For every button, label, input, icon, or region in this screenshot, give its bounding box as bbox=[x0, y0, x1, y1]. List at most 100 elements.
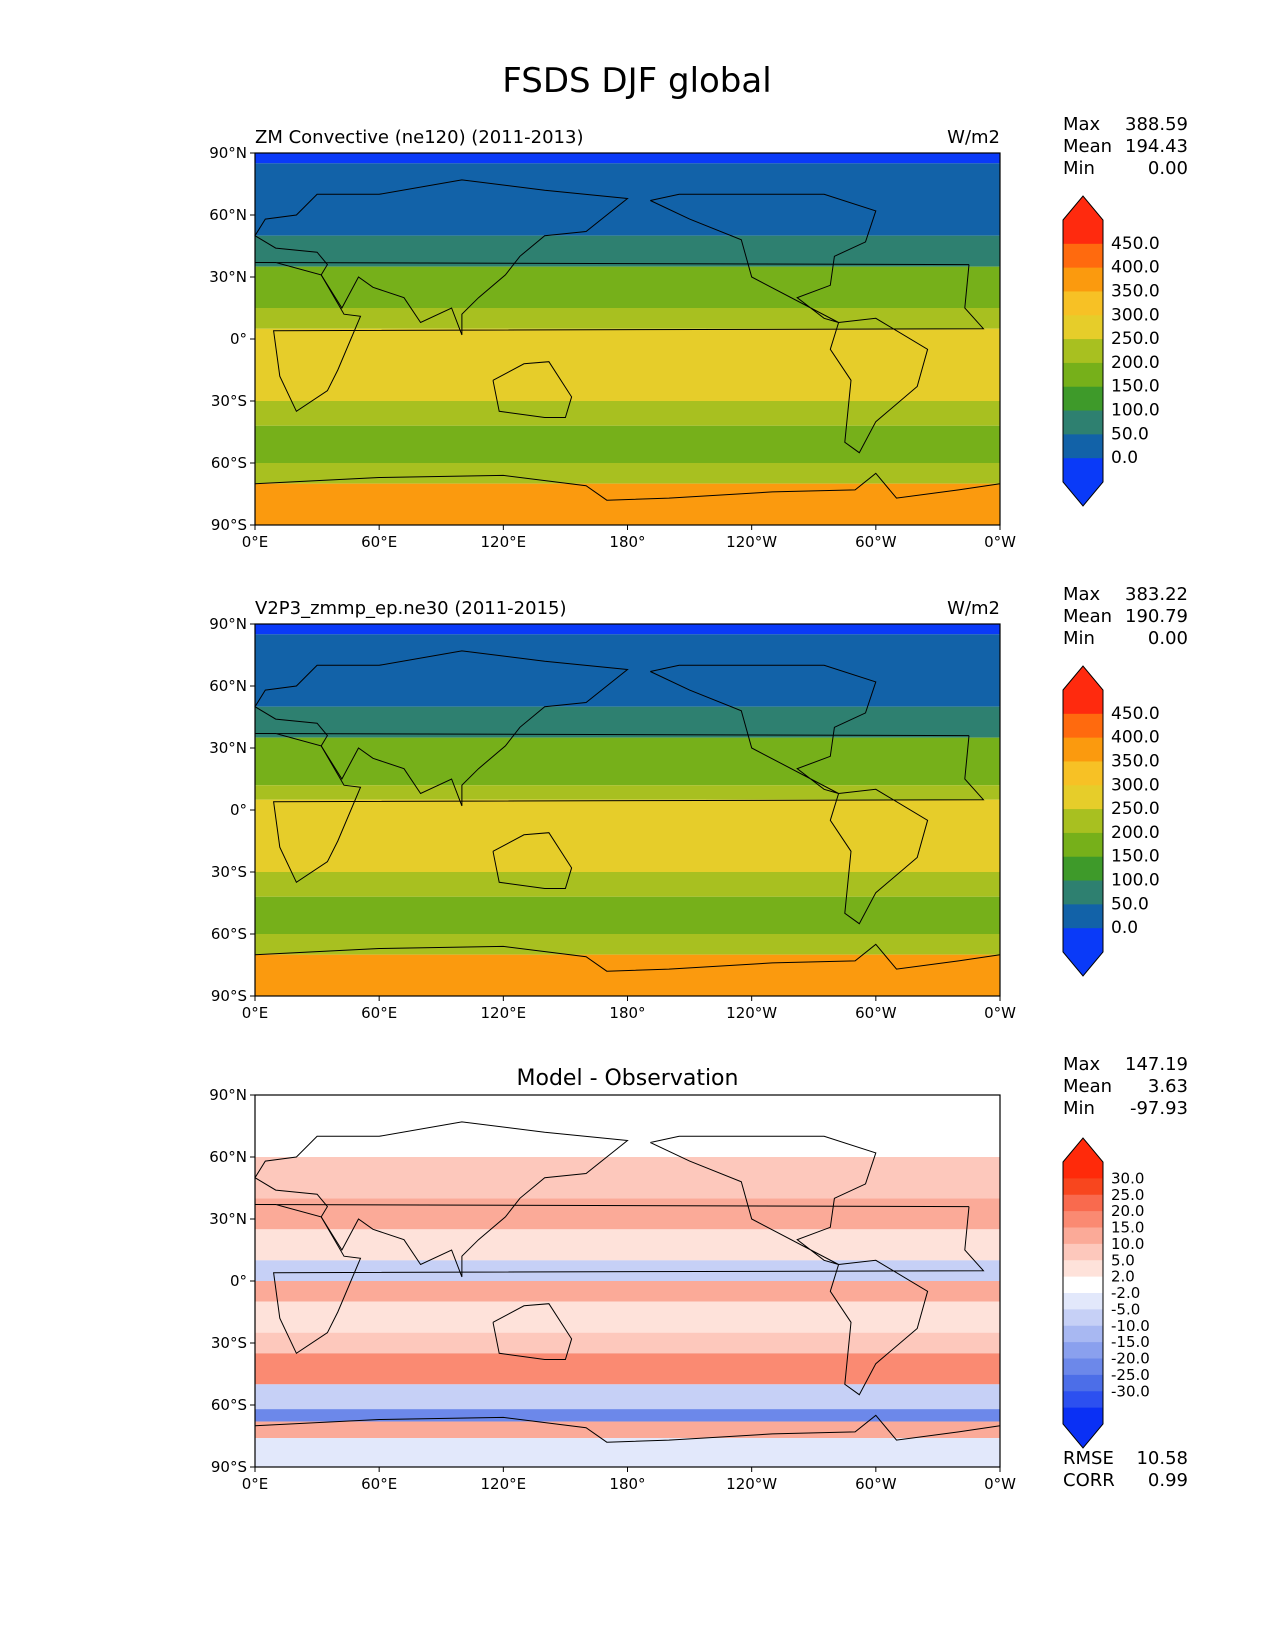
stat-value: 0.00 bbox=[1148, 628, 1188, 649]
colorbar-level-label: 100.0 bbox=[1111, 401, 1160, 421]
coastline bbox=[254, 1414, 1001, 1443]
rmse-label: RMSE bbox=[1063, 1448, 1114, 1469]
stat-value: 388.59 bbox=[1125, 114, 1188, 135]
colorbar-swatch bbox=[1063, 1391, 1103, 1409]
colorbar-extend-bottom bbox=[1063, 482, 1103, 506]
stat-value: 383.22 bbox=[1125, 584, 1188, 605]
contour-band bbox=[255, 153, 1000, 164]
corr-value: 0.99 bbox=[1148, 1470, 1188, 1491]
coastline bbox=[492, 832, 573, 889]
coastline bbox=[650, 664, 877, 794]
y-tick-label: 90°S bbox=[211, 1458, 247, 1476]
contour-band bbox=[255, 483, 1000, 525]
contour-band bbox=[255, 425, 1000, 463]
stat-label: Mean bbox=[1063, 1076, 1112, 1097]
colorbar-level-label: 20.0 bbox=[1111, 1202, 1144, 1220]
coastlines bbox=[254, 1121, 1001, 1443]
x-tick-label: 60°W bbox=[855, 1475, 897, 1493]
colorbar-swatch bbox=[1063, 1374, 1103, 1392]
coastline bbox=[650, 1135, 877, 1265]
coastline bbox=[254, 650, 629, 807]
x-tick-label: 0°W bbox=[984, 533, 1016, 551]
colorbar-level-label: 5.0 bbox=[1111, 1251, 1135, 1269]
colorbar-level-label: 30.0 bbox=[1111, 1169, 1144, 1187]
stat-value: -97.93 bbox=[1130, 1098, 1188, 1119]
panel-units: W/m2 bbox=[947, 127, 1000, 148]
colorbar-swatch bbox=[1063, 458, 1103, 483]
contour-band bbox=[255, 1229, 1000, 1261]
coastline bbox=[650, 193, 877, 323]
coastline bbox=[254, 472, 1001, 501]
colorbar-extend-bottom bbox=[1063, 1424, 1103, 1448]
y-tick-label: 30°S bbox=[211, 392, 247, 410]
colorbar-level-label: 150.0 bbox=[1111, 377, 1160, 397]
colorbar-swatch bbox=[1063, 1178, 1103, 1196]
colorbar-level-label: 200.0 bbox=[1111, 823, 1160, 843]
colorbar-swatch bbox=[1063, 1407, 1103, 1425]
colorbar-level-label: -15.0 bbox=[1111, 1333, 1150, 1351]
colorbar-level-label: 0.0 bbox=[1111, 918, 1138, 938]
y-tick-label: 30°N bbox=[209, 268, 247, 286]
y-tick-label: 60°S bbox=[211, 925, 247, 943]
x-tick-label: 60°W bbox=[855, 1004, 897, 1022]
colorbar-level-label: 400.0 bbox=[1111, 728, 1160, 748]
colorbar-swatch bbox=[1063, 785, 1103, 810]
colorbar-swatch bbox=[1063, 737, 1103, 762]
coastline bbox=[254, 179, 629, 336]
colorbar-swatch bbox=[1063, 1325, 1103, 1343]
y-tick-label: 60°S bbox=[211, 1396, 247, 1414]
coastlines bbox=[254, 179, 1001, 501]
x-tick-label: 0°E bbox=[242, 1475, 269, 1493]
colorbar-outline bbox=[1062, 195, 1104, 507]
colorbar-level-label: -30.0 bbox=[1111, 1382, 1150, 1400]
colorbar-swatch bbox=[1063, 904, 1103, 929]
coastline bbox=[829, 317, 929, 454]
stat-label: Max bbox=[1063, 584, 1101, 605]
y-tick-label: 30°S bbox=[211, 1334, 247, 1352]
colorbar-swatch bbox=[1063, 339, 1103, 364]
panel-title: ZM Convective (ne120) (2011-2013) bbox=[255, 127, 583, 148]
rmse-value: 10.58 bbox=[1136, 1448, 1188, 1469]
y-tick-label: 0° bbox=[230, 801, 247, 819]
colorbar-level-label: 350.0 bbox=[1111, 751, 1160, 771]
figure-title: FSDS DJF global bbox=[502, 61, 771, 101]
y-tick-label: 90°S bbox=[211, 516, 247, 534]
colorbar-swatch bbox=[1063, 243, 1103, 269]
x-tick-label: 60°E bbox=[361, 533, 397, 551]
contour-band bbox=[255, 1281, 1000, 1302]
coastline bbox=[254, 943, 1001, 972]
contour-band bbox=[255, 266, 1000, 308]
coastline bbox=[254, 1121, 629, 1278]
x-tick-label: 120°E bbox=[481, 1004, 527, 1022]
colorbar-swatch bbox=[1063, 1227, 1103, 1245]
contour-band bbox=[255, 954, 1000, 996]
coastline bbox=[254, 733, 985, 884]
contour-field bbox=[255, 153, 1000, 525]
panel-title: Model - Observation bbox=[517, 1066, 739, 1091]
contour-field bbox=[255, 1095, 1000, 1467]
colorbar-level-label: 50.0 bbox=[1111, 894, 1149, 914]
colorbar-swatch bbox=[1063, 1243, 1103, 1261]
stat-value: 0.00 bbox=[1148, 158, 1188, 179]
colorbar-swatch bbox=[1063, 1162, 1103, 1179]
x-tick-label: 0°W bbox=[984, 1475, 1016, 1493]
contour-band bbox=[255, 463, 1000, 484]
contour-band bbox=[255, 706, 1000, 738]
x-tick-label: 120°W bbox=[726, 533, 777, 551]
colorbar-level-label: 10.0 bbox=[1111, 1235, 1144, 1253]
stat-value: 147.19 bbox=[1125, 1054, 1188, 1075]
colorbar-level-label: 2.0 bbox=[1111, 1268, 1135, 1286]
colorbar-swatch bbox=[1063, 410, 1103, 435]
coastline bbox=[829, 1259, 929, 1396]
colorbar-swatch bbox=[1063, 315, 1103, 340]
contour-band bbox=[255, 1301, 1000, 1333]
stat-label: Max bbox=[1063, 1054, 1101, 1075]
map-panel-2: 90°N 60°N 30°N 0° 30°S 60°S 90°S0°E 60°E 120°E 18… bbox=[209, 584, 1188, 1022]
y-tick-label: 0° bbox=[230, 330, 247, 348]
contour-band bbox=[255, 785, 1000, 800]
colorbar: 450.0 400.0 350.0 300.0 250.0 200.0 150.0 100.0… bbox=[1062, 665, 1160, 977]
colorbar-level-label: 50.0 bbox=[1111, 424, 1149, 444]
stat-label: Min bbox=[1063, 1098, 1095, 1119]
contour-field bbox=[255, 624, 1000, 996]
coastlines bbox=[254, 650, 1001, 972]
